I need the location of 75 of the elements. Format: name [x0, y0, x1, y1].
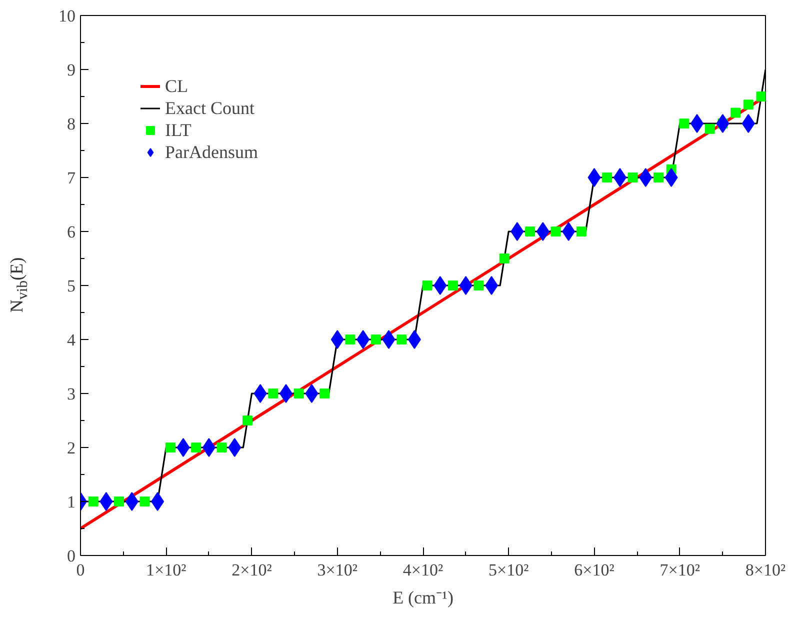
- point: [743, 100, 754, 110]
- point: [140, 496, 150, 506]
- legend-label: CL: [165, 75, 188, 97]
- point: [716, 114, 730, 133]
- x-axis-title: E (cm⁻¹): [392, 588, 454, 608]
- point: [320, 388, 330, 398]
- point: [345, 334, 356, 344]
- point: [434, 276, 447, 295]
- point: [100, 492, 113, 511]
- point: [216, 442, 227, 452]
- point: [268, 388, 278, 398]
- y-tick-label: 4: [67, 330, 76, 350]
- x-tick-label: 5×10²: [488, 560, 529, 580]
- point: [730, 108, 741, 118]
- point: [510, 222, 524, 241]
- point: [330, 330, 344, 349]
- point: [305, 384, 318, 403]
- point: [228, 438, 242, 457]
- y-tick-label: 7: [67, 168, 76, 188]
- point: [704, 124, 715, 134]
- point: [114, 496, 124, 506]
- point: [125, 492, 138, 511]
- point: [88, 496, 98, 506]
- x-tick-label: 2×10²: [232, 560, 272, 580]
- point: [588, 168, 601, 187]
- point: [448, 280, 458, 290]
- point: [679, 118, 690, 128]
- point: [242, 416, 252, 426]
- x-tick-label: 1×10²: [146, 560, 186, 580]
- y-tick-label: 0: [67, 546, 76, 566]
- point: [576, 226, 586, 236]
- point: [628, 172, 638, 182]
- y-tick-label: 5: [67, 276, 76, 296]
- legend-label: ParAdensum: [165, 141, 258, 163]
- point: [756, 92, 766, 102]
- point: [459, 276, 472, 295]
- x-tick-label: 6×10²: [574, 560, 614, 580]
- point: [191, 442, 202, 452]
- y-tick-label: 1: [67, 492, 76, 512]
- point: [202, 438, 216, 457]
- point: [602, 172, 612, 182]
- x-tick-label: 8×10²: [745, 560, 786, 580]
- point: [294, 388, 304, 398]
- point: [653, 172, 664, 182]
- point: [370, 334, 381, 344]
- point: [742, 114, 755, 133]
- legend-label: Exact Count: [165, 97, 254, 119]
- y-tick-label: 10: [58, 6, 76, 26]
- point: [151, 492, 164, 511]
- y-tick-label: 3: [67, 384, 76, 404]
- point: [525, 226, 536, 236]
- point: [639, 168, 652, 187]
- point: [550, 226, 561, 236]
- y-tick-label: 8: [67, 114, 76, 134]
- point: [356, 330, 370, 349]
- point: [165, 442, 176, 452]
- point: [613, 168, 626, 187]
- point: [664, 168, 678, 187]
- y-tick-label: 9: [67, 60, 76, 80]
- point: [536, 222, 550, 241]
- point: [499, 254, 510, 264]
- point: [408, 330, 421, 349]
- point: [382, 330, 396, 349]
- y-tick-label: 6: [67, 222, 76, 242]
- legend-label: ILT: [165, 119, 192, 141]
- x-tick-label: 3×10²: [317, 560, 358, 580]
- x-tick-label: 4×10²: [402, 560, 444, 580]
- point: [562, 222, 576, 241]
- y-tick-label: 2: [67, 438, 76, 458]
- point: [176, 438, 190, 457]
- x-tick-label: 7×10²: [660, 560, 700, 580]
- point: [474, 280, 484, 290]
- point: [422, 280, 432, 290]
- point: [254, 384, 267, 403]
- point: [396, 334, 407, 344]
